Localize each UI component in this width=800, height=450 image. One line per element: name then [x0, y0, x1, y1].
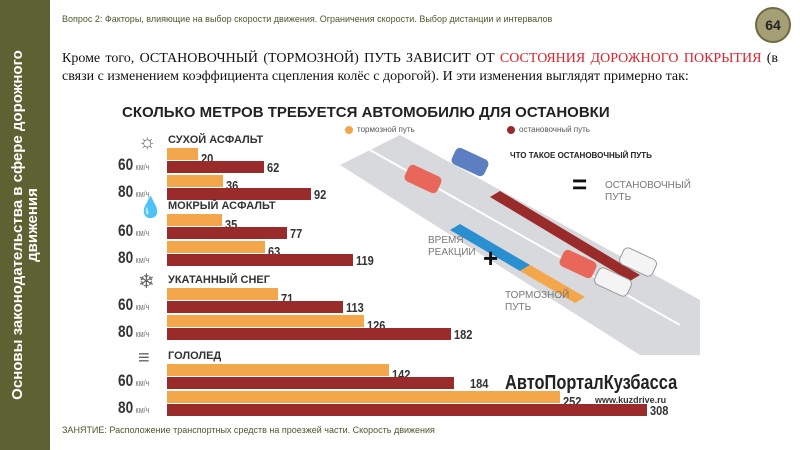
intro-part2: (в связи с изменением коэффициента сцепл… — [62, 51, 778, 84]
equals-sign: = — [572, 169, 588, 199]
speed-label: 60 км/ч — [118, 221, 150, 240]
stopping-bar — [167, 188, 311, 200]
snowflake-icon: ❄ — [138, 271, 155, 293]
ice-icon: ≡ — [138, 347, 150, 369]
stopping-bar — [167, 377, 455, 389]
stopping-value: 92 — [313, 187, 326, 202]
group-label: ГОЛОЛЕД — [168, 350, 222, 362]
car-white-2 — [594, 267, 632, 297]
speed-label: 60 км/ч — [118, 155, 150, 174]
braking-label: ТОРМОЗНОЙ ПУТЬ — [505, 290, 570, 313]
page-number: 64 — [755, 7, 791, 43]
road-surface — [340, 135, 700, 355]
stopping-value: 119 — [355, 253, 374, 268]
reaction-strip — [450, 224, 530, 271]
braking-bar — [167, 364, 389, 376]
car-blue — [451, 147, 489, 177]
intro-highlight: СОСТОЯНИЯ ДОРОЖНОГО ПОКРЫТИЯ — [499, 51, 762, 66]
stopping-value: 62 — [266, 160, 280, 175]
question-header: Вопрос 2: Факторы, влияющие на выбор ско… — [62, 14, 553, 24]
road-illustration — [340, 125, 700, 370]
car-red — [404, 164, 442, 194]
speed-label: 60 км/ч — [118, 371, 150, 390]
brand-logo: АвтоПорталКузбасса — [505, 372, 678, 394]
braking-bar — [167, 241, 266, 253]
stopping-bar — [167, 328, 451, 340]
intro-part1: Кроме того, ОСТАНОВОЧНЫЙ (ТОРМОЗНОЙ) ПУТ… — [62, 51, 500, 66]
stopping-value: 184 — [470, 376, 489, 391]
car-white — [619, 247, 657, 277]
brand-url: www.kuzdrive.ru — [595, 395, 667, 405]
intro-text: Кроме того, ОСТАНОВОЧНЫЙ (ТОРМОЗНОЙ) ПУТ… — [62, 50, 778, 86]
what-is-label: ЧТО ТАКОЕ ОСТАНОВОЧНЫЙ ПУТЬ — [510, 151, 652, 160]
braking-bar — [167, 214, 222, 226]
braking-bar — [167, 391, 561, 403]
stopping-value: 77 — [290, 226, 303, 241]
drop-icon: 💧 — [138, 197, 163, 219]
reaction-label: ВРЕМЯ РЕАКЦИИ — [428, 235, 476, 258]
speed-label: 80 км/ч — [118, 248, 150, 267]
car-red-2 — [559, 249, 597, 279]
sidebar: Основы законодательства в сфере дорожног… — [0, 0, 50, 450]
stopping-bar — [167, 227, 288, 239]
stopping-bar — [167, 254, 353, 266]
stopping-bar — [167, 161, 264, 173]
braking-bar — [167, 148, 199, 160]
footer: ЗАНЯТИЕ: Расположение транспортных средс… — [62, 425, 435, 435]
plus-sign: + — [483, 243, 499, 273]
stopping-label: ОСТАНОВОЧНЫЙ ПУТЬ — [605, 180, 691, 203]
speed-label: 80 км/ч — [118, 322, 150, 341]
speed-label: 60 км/ч — [118, 295, 150, 314]
legend-braking: тормозной путь — [345, 125, 415, 134]
legend-stopping: остановочный путь — [507, 125, 590, 134]
group-label: УКАТАННЫЙ СНЕГ — [168, 274, 271, 286]
speed-label: 80 км/ч — [118, 398, 150, 417]
braking-bar — [167, 315, 364, 327]
sun-icon: ☼ — [138, 131, 157, 153]
sidebar-title: Основы законодательства в сфере дорожног… — [9, 50, 41, 400]
stopping-bar — [167, 301, 344, 313]
braking-bar — [167, 288, 278, 300]
chart-title: СКОЛЬКО МЕТРОВ ТРЕБУЕТСЯ АВТОМОБИЛЮ ДЛЯ … — [122, 104, 610, 121]
group-label: СУХОЙ АСФАЛЬТ — [168, 134, 264, 146]
stopping-value: 182 — [453, 327, 473, 342]
speed-label: 80 км/ч — [118, 182, 150, 201]
stopping-bar — [167, 404, 648, 416]
stopping-value: 113 — [346, 300, 365, 315]
braking-strip — [520, 265, 585, 303]
braking-bar — [167, 175, 224, 187]
stopping-value: 308 — [650, 403, 669, 418]
stopping-strip — [490, 191, 640, 281]
group-label: МОКРЫЙ АСФАЛЬТ — [168, 200, 276, 212]
